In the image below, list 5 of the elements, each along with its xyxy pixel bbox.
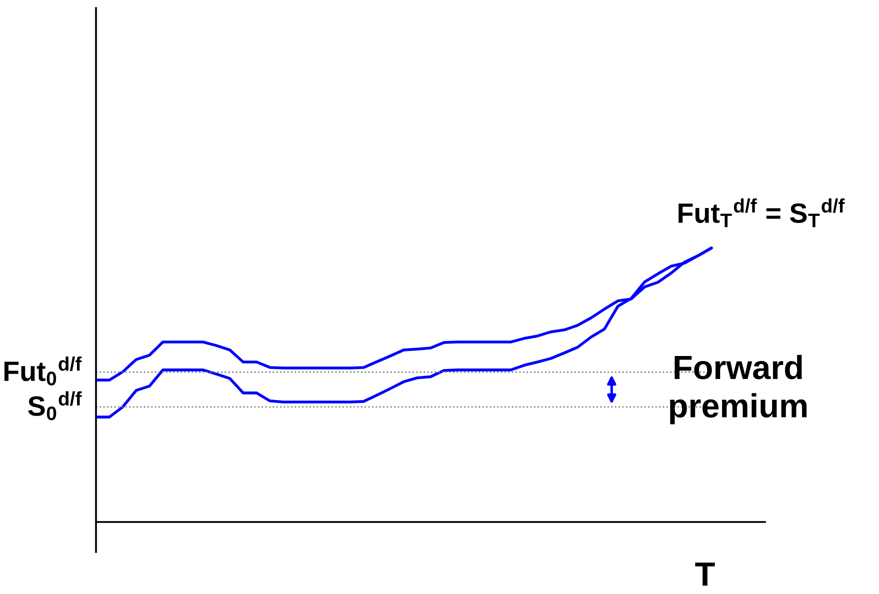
ref-line-label: Fut$_{0}$$^{d/f}$ [4,356,82,386]
ref-line-label: S$_{0}$$^{d/f}$ [28,391,82,420]
annotation: Forward premium [670,354,807,424]
text: Fut$_{T}$$^{d/f}$ = S$_{T}$$^{d/f}$ [678,198,845,228]
x-axis-title: T [695,562,715,586]
